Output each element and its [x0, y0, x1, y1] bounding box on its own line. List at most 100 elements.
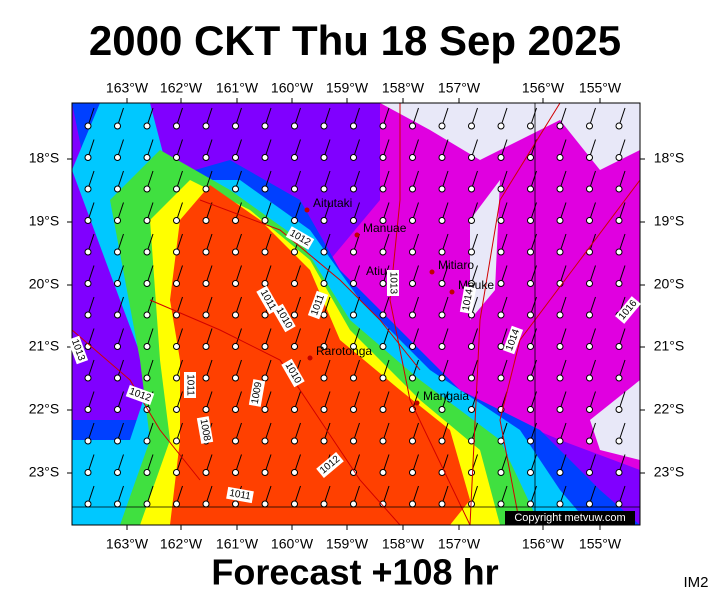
barb-station — [202, 406, 210, 413]
isobar-value: 1009 — [250, 381, 265, 405]
isobar-label-box — [67, 335, 89, 365]
barb-station — [438, 217, 446, 224]
lat-label: 23°S — [29, 464, 60, 480]
barb-station — [497, 248, 505, 256]
barb-station — [586, 374, 593, 382]
barb-station — [173, 500, 180, 508]
barb-station — [261, 500, 269, 508]
wind-field — [72, 103, 640, 525]
lat-label: 21°S — [654, 338, 685, 354]
barb-station — [468, 122, 475, 130]
barb-station — [350, 248, 357, 256]
barb-station — [84, 185, 92, 193]
barb-station — [615, 374, 623, 382]
lon-label: 159°W — [326, 536, 369, 552]
barb-station — [261, 469, 269, 476]
barb-station — [497, 217, 505, 224]
barb-station — [202, 374, 210, 382]
barb-station — [615, 500, 623, 508]
barb-station — [261, 280, 269, 287]
barb-station — [615, 122, 623, 130]
isobar-value: 1008 — [198, 418, 213, 442]
barb-station — [409, 217, 416, 224]
barb-station — [556, 374, 564, 382]
barb-station — [527, 248, 534, 256]
barb-station — [438, 500, 446, 508]
barb-station — [556, 469, 564, 476]
isobar-label: 1011 — [226, 486, 254, 504]
copyright-box — [505, 511, 635, 525]
forecast-hour: Forecast +108 hr — [211, 552, 498, 593]
lon-label: 155°W — [579, 80, 622, 96]
barb-station — [114, 122, 121, 130]
barb-station — [84, 248, 92, 256]
lon-label: 160°W — [271, 536, 314, 552]
barb-station — [84, 469, 92, 476]
barb-station — [291, 185, 298, 193]
barb-station — [232, 280, 239, 287]
barb-station — [84, 374, 92, 382]
barb-station — [556, 406, 564, 413]
barb-station — [438, 154, 446, 161]
barb-station — [350, 437, 357, 445]
barb-station — [114, 280, 121, 287]
barb-station — [615, 406, 623, 413]
barb-station — [438, 311, 446, 319]
barb-station — [114, 217, 121, 224]
barb-station — [350, 217, 357, 224]
barb-station — [615, 217, 623, 224]
barb-station — [143, 469, 151, 476]
barb-station — [468, 154, 475, 161]
barb-station — [586, 437, 593, 445]
barb-station — [114, 374, 121, 382]
barb-station — [586, 406, 593, 413]
lat-label: 19°S — [654, 213, 685, 229]
copyright: Copyright metvuw.com — [514, 512, 625, 524]
barb-station — [438, 122, 446, 130]
barb-station — [379, 374, 387, 382]
barb-station — [261, 185, 269, 193]
barb-station — [409, 311, 416, 319]
barb-station — [527, 437, 534, 445]
barb-station — [202, 500, 210, 508]
barb-station — [261, 217, 269, 224]
barb-station — [586, 154, 593, 161]
barb-station — [497, 280, 505, 287]
lon-label: 162°W — [160, 80, 203, 96]
barb-station — [586, 122, 593, 130]
barb-station — [291, 122, 298, 130]
barb-station — [468, 248, 475, 256]
barb-station — [527, 185, 534, 193]
barb-station — [84, 406, 92, 413]
lon-label: 163°W — [106, 80, 149, 96]
barb-station — [379, 280, 387, 287]
barb-station — [173, 406, 180, 413]
isobar-label-box — [285, 226, 315, 250]
barb-station — [350, 154, 357, 161]
lon-label: 161°W — [216, 536, 259, 552]
barb-station — [84, 217, 92, 224]
barb-station — [586, 280, 593, 287]
barb-station — [114, 311, 121, 319]
barb-station — [350, 122, 357, 130]
barb-station — [114, 437, 121, 445]
barb-station — [409, 154, 416, 161]
barb-station — [468, 280, 475, 287]
barb-station — [556, 154, 564, 161]
barb-station — [320, 154, 328, 161]
barb-station — [527, 280, 534, 287]
lon-label: 160°W — [271, 80, 314, 96]
isobar-value: 1013 — [387, 272, 398, 295]
barb-station — [143, 185, 151, 193]
barb-station — [143, 154, 151, 161]
barb-station — [202, 343, 210, 350]
map-frame — [71, 102, 641, 526]
barb-station — [291, 154, 298, 161]
barb-station — [173, 311, 180, 319]
isobar-label-box — [184, 372, 196, 398]
barb-station — [261, 311, 269, 319]
barb-station — [232, 248, 239, 256]
barb-station — [143, 500, 151, 508]
isobar-label-box — [615, 296, 641, 324]
